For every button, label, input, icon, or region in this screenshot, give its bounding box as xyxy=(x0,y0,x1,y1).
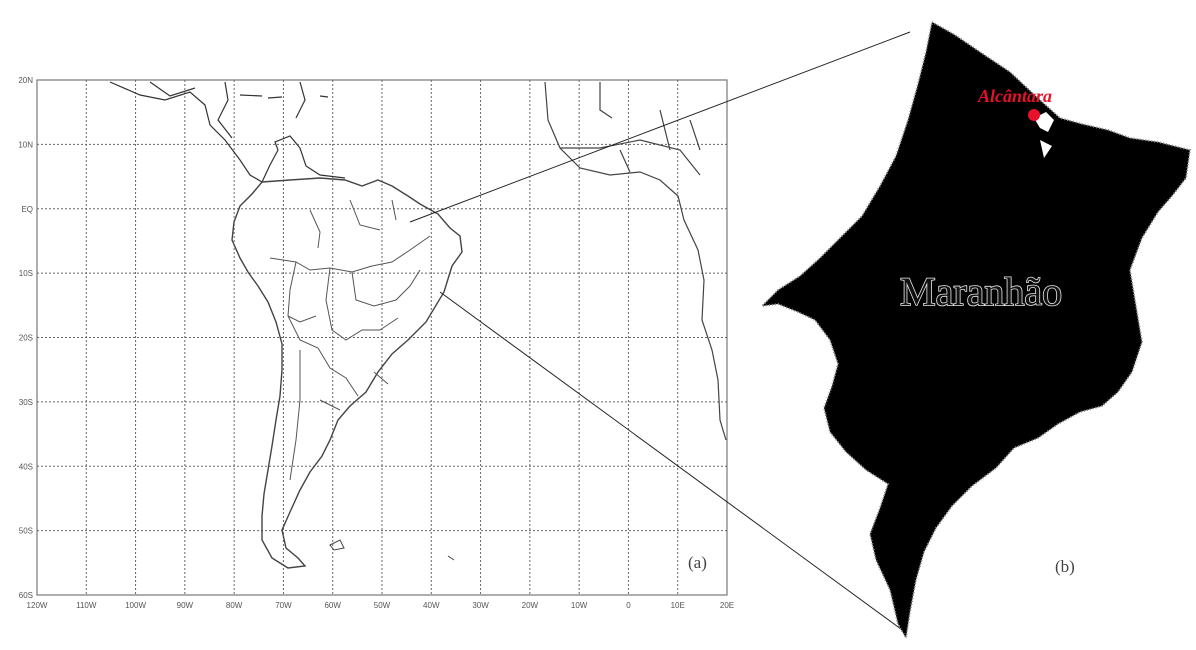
latitude-tick-label: EQ xyxy=(21,205,33,214)
country-borders xyxy=(269,199,431,481)
longitude-tick-label: 50W xyxy=(374,601,391,610)
longitude-tick-label: 0 xyxy=(626,601,631,610)
longitude-tick-label: 100W xyxy=(125,601,146,610)
central-america-outline xyxy=(109,81,346,183)
latitude-tick-label: 30S xyxy=(19,398,33,407)
latitude-tick-label: 20N xyxy=(18,76,33,85)
maranhao-state-shape xyxy=(759,20,1192,641)
latitude-tick-label: 20S xyxy=(19,334,33,343)
latitude-tick-label: 10S xyxy=(19,269,33,278)
coastal-inlet xyxy=(1034,112,1054,158)
longitude-tick-label: 30W xyxy=(472,601,489,610)
island xyxy=(329,539,455,561)
panel-a-map: 20N 10N EQ 10S 20S 30S 40S 50S 60S 120W 110W 100W 9… xyxy=(18,31,911,633)
city-label: Alcântara xyxy=(977,86,1052,106)
latitude-tick-label: 50S xyxy=(19,527,33,536)
south-america-outline xyxy=(231,177,463,569)
africa-outline xyxy=(544,81,727,441)
state-label: Maranhão xyxy=(900,269,1062,314)
longitude-tick-label: 70W xyxy=(275,601,292,610)
longitude-tick-label: 40W xyxy=(423,601,440,610)
zoom-connector-bottom xyxy=(439,291,906,633)
alcantara-marker xyxy=(1028,109,1040,121)
longitude-tick-label: 10W xyxy=(571,601,588,610)
panel-a-label: (a) xyxy=(688,553,707,572)
longitude-tick-label: 20W xyxy=(522,601,539,610)
latitude-tick-label: 10N xyxy=(18,140,33,149)
longitude-tick-label: 120W xyxy=(27,601,48,610)
panel-b-state-map: Alcântara Maranhão (b) xyxy=(759,20,1192,641)
lat-lon-grid xyxy=(37,80,727,595)
longitude-tick-label: 110W xyxy=(76,601,97,610)
longitude-labels: 120W 110W 100W 90W 80W 70W 60W 50W 40W 30W 20W 10W 0… xyxy=(27,601,735,610)
longitude-tick-label: 80W xyxy=(226,601,243,610)
longitude-tick-label: 60W xyxy=(324,601,341,610)
latitude-tick-label: 40S xyxy=(19,462,33,471)
longitude-tick-label: 90W xyxy=(177,601,194,610)
latitude-tick-label: 60S xyxy=(19,591,33,600)
longitude-tick-label: 20E xyxy=(720,601,734,610)
latitude-labels: 20N 10N EQ 10S 20S 30S 40S 50S 60S xyxy=(18,76,33,600)
longitude-tick-label: 10E xyxy=(671,601,685,610)
caribbean-islands xyxy=(239,94,329,99)
zoom-connector-top xyxy=(409,31,911,223)
panel-b-label: (b) xyxy=(1055,557,1075,576)
